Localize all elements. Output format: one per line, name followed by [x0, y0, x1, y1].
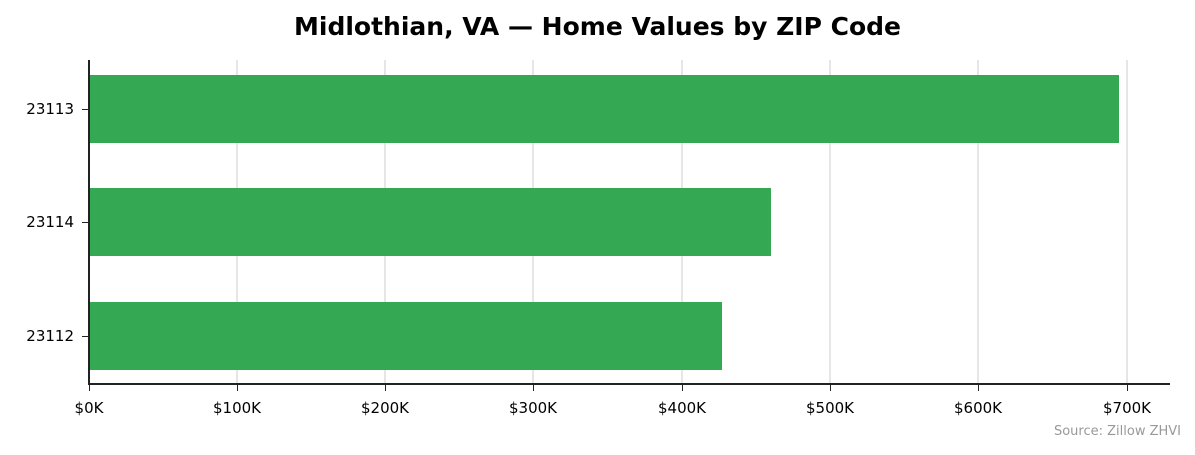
- x-tick: [385, 385, 386, 391]
- y-tick: [82, 336, 88, 337]
- y-tick: [82, 222, 88, 223]
- gridline: [829, 60, 831, 383]
- x-tick-label: $100K: [212, 399, 262, 417]
- bar-23114: [89, 188, 771, 256]
- gridline: [977, 60, 979, 383]
- x-tick-label: $700K: [1102, 399, 1152, 417]
- y-axis: [88, 60, 90, 385]
- y-tick-label: 23112: [26, 327, 74, 345]
- x-tick-label: $200K: [360, 399, 410, 417]
- x-axis: [88, 383, 1170, 385]
- bar-23112: [89, 302, 722, 370]
- y-tick-label: 23114: [26, 213, 74, 231]
- x-tick-label: $300K: [508, 399, 558, 417]
- y-tick: [82, 109, 88, 110]
- source-note: Source: Zillow ZHVI: [1053, 424, 1181, 439]
- x-tick: [682, 385, 683, 391]
- x-tick: [533, 385, 534, 391]
- x-tick: [1127, 385, 1128, 391]
- x-tick-label: $600K: [953, 399, 1003, 417]
- y-tick-label: 23113: [26, 100, 74, 118]
- x-tick: [237, 385, 238, 391]
- x-tick-label: $400K: [657, 399, 707, 417]
- x-tick-label: $500K: [805, 399, 855, 417]
- x-tick-label: $0K: [74, 399, 104, 417]
- x-tick: [830, 385, 831, 391]
- bar-23113: [89, 75, 1119, 143]
- x-tick: [978, 385, 979, 391]
- gridline: [1126, 60, 1128, 383]
- x-tick: [89, 385, 90, 391]
- chart-title: Midlothian, VA — Home Values by ZIP Code: [294, 12, 901, 41]
